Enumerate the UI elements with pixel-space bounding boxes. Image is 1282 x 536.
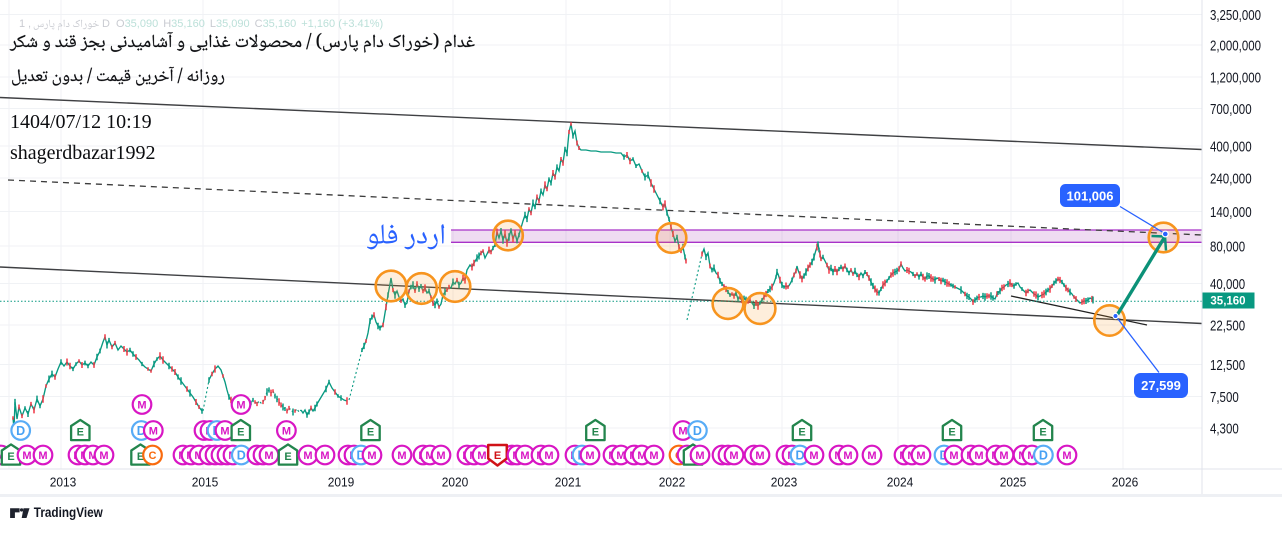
svg-text:1,200,000: 1,200,000 xyxy=(1210,70,1261,87)
svg-text:M: M xyxy=(1027,450,1036,462)
svg-text:D: D xyxy=(356,449,365,463)
svg-text:700,000: 700,000 xyxy=(1210,101,1252,118)
svg-text:M: M xyxy=(755,450,764,462)
svg-text:E: E xyxy=(137,451,144,463)
svg-text:E: E xyxy=(237,427,244,439)
svg-text:M: M xyxy=(678,426,687,438)
svg-text:2019: 2019 xyxy=(328,475,355,490)
svg-text:E: E xyxy=(494,450,501,462)
svg-text:M: M xyxy=(149,426,158,438)
svg-text:M: M xyxy=(303,450,312,462)
svg-text:D: D xyxy=(137,424,146,438)
svg-text:M: M xyxy=(637,450,646,462)
svg-text:M: M xyxy=(282,426,291,438)
svg-text:M: M xyxy=(729,450,738,462)
svg-text:M: M xyxy=(88,450,97,462)
svg-text:E: E xyxy=(77,427,84,439)
svg-text:35,160: 35,160 xyxy=(1210,296,1245,308)
svg-text:,: , xyxy=(28,18,31,30)
svg-text:22,500: 22,500 xyxy=(1210,318,1245,335)
svg-text:E: E xyxy=(7,451,14,463)
svg-text:2026: 2026 xyxy=(1112,475,1139,490)
svg-text:240,000: 240,000 xyxy=(1210,171,1252,188)
svg-text:4,300: 4,300 xyxy=(1210,421,1239,438)
svg-text:M: M xyxy=(843,450,852,462)
svg-text:D: D xyxy=(693,424,702,438)
svg-text:E: E xyxy=(1039,427,1046,439)
svg-text:1404/07/12 10:19: 1404/07/12 10:19 xyxy=(10,111,152,133)
svg-text:400,000: 400,000 xyxy=(1210,139,1252,156)
svg-text:2025: 2025 xyxy=(1000,475,1027,490)
svg-text:2015: 2015 xyxy=(192,475,219,490)
svg-text:2,000,000: 2,000,000 xyxy=(1210,38,1261,55)
svg-text:E: E xyxy=(367,427,374,439)
svg-text:M: M xyxy=(220,426,229,438)
svg-text:E: E xyxy=(948,427,955,439)
svg-text:3,250,000: 3,250,000 xyxy=(1210,7,1261,24)
svg-text:E: E xyxy=(798,427,805,439)
svg-text:M: M xyxy=(999,450,1008,462)
svg-text:M: M xyxy=(320,450,329,462)
svg-text:M: M xyxy=(1062,450,1071,462)
svg-text:140,000: 140,000 xyxy=(1210,204,1252,221)
svg-text:M: M xyxy=(520,450,529,462)
svg-text:2023: 2023 xyxy=(771,475,798,490)
svg-text:M: M xyxy=(616,450,625,462)
svg-text:D: D xyxy=(102,18,110,30)
svg-text:M: M xyxy=(367,450,376,462)
svg-text:M: M xyxy=(22,450,31,462)
svg-text:M: M xyxy=(477,450,486,462)
svg-text:M: M xyxy=(809,450,818,462)
svg-text:M: M xyxy=(916,450,925,462)
svg-text:TradingView: TradingView xyxy=(34,505,103,520)
svg-text:40,000: 40,000 xyxy=(1210,276,1245,293)
svg-text:M: M xyxy=(949,450,958,462)
svg-text:7,500: 7,500 xyxy=(1210,389,1239,406)
svg-text:M: M xyxy=(436,450,445,462)
svg-text:D: D xyxy=(16,424,25,438)
svg-text:C: C xyxy=(149,450,157,462)
svg-text:80,000: 80,000 xyxy=(1210,239,1245,256)
svg-text:1: 1 xyxy=(19,18,25,30)
svg-text:12,500: 12,500 xyxy=(1210,357,1245,374)
svg-text:M: M xyxy=(264,450,273,462)
svg-text:M: M xyxy=(974,450,983,462)
svg-text:M: M xyxy=(236,400,245,412)
svg-text:E: E xyxy=(592,427,599,439)
svg-text:2013: 2013 xyxy=(50,475,77,490)
svg-text:M: M xyxy=(425,450,434,462)
svg-text:D: D xyxy=(795,449,804,463)
svg-text:M: M xyxy=(695,450,704,462)
svg-text:2022: 2022 xyxy=(659,475,686,490)
svg-text:shagerdbazar1992: shagerdbazar1992 xyxy=(10,142,156,164)
svg-text:2021: 2021 xyxy=(555,475,582,490)
svg-text:27,599: 27,599 xyxy=(1141,378,1181,393)
svg-text:E: E xyxy=(284,451,291,463)
svg-text:M: M xyxy=(99,450,108,462)
svg-text:M: M xyxy=(397,450,406,462)
svg-text:2024: 2024 xyxy=(887,475,914,490)
svg-text:M: M xyxy=(544,450,553,462)
svg-text:M: M xyxy=(38,450,47,462)
svg-text:M: M xyxy=(137,400,146,412)
svg-text:M: M xyxy=(585,450,594,462)
svg-text:2020: 2020 xyxy=(442,475,469,490)
svg-text:D: D xyxy=(237,449,246,463)
svg-text:D: D xyxy=(1039,449,1048,463)
svg-text:101,006: 101,006 xyxy=(1067,189,1114,204)
svg-text:M: M xyxy=(867,450,876,462)
svg-text:M: M xyxy=(649,450,658,462)
